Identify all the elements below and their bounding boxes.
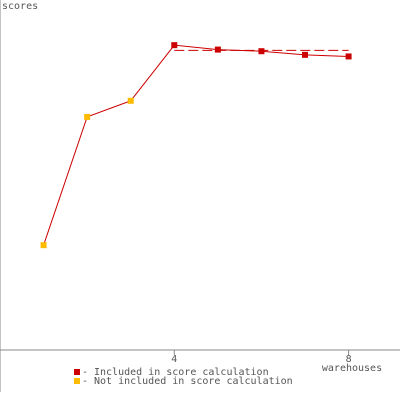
x-axis-label: warehouses xyxy=(322,363,382,374)
data-point xyxy=(171,42,178,49)
data-point xyxy=(40,242,47,249)
data-point xyxy=(345,53,352,60)
legend-dash: - xyxy=(82,376,88,387)
data-point xyxy=(302,51,309,58)
legend-label: Included in score calculation xyxy=(94,367,269,378)
x-tick-label: 8 xyxy=(346,354,352,365)
data-point xyxy=(127,97,134,104)
score-line xyxy=(43,44,349,246)
data-point xyxy=(258,48,265,55)
legend-swatch xyxy=(74,378,80,384)
legend-dash: - xyxy=(82,367,88,378)
legend-swatch xyxy=(74,369,80,375)
legend-label: Not included in score calculation xyxy=(94,376,293,387)
data-point xyxy=(84,113,91,120)
y-axis-label: scores xyxy=(2,1,38,12)
x-tick-label: 4 xyxy=(171,354,177,365)
data-point xyxy=(214,46,221,53)
